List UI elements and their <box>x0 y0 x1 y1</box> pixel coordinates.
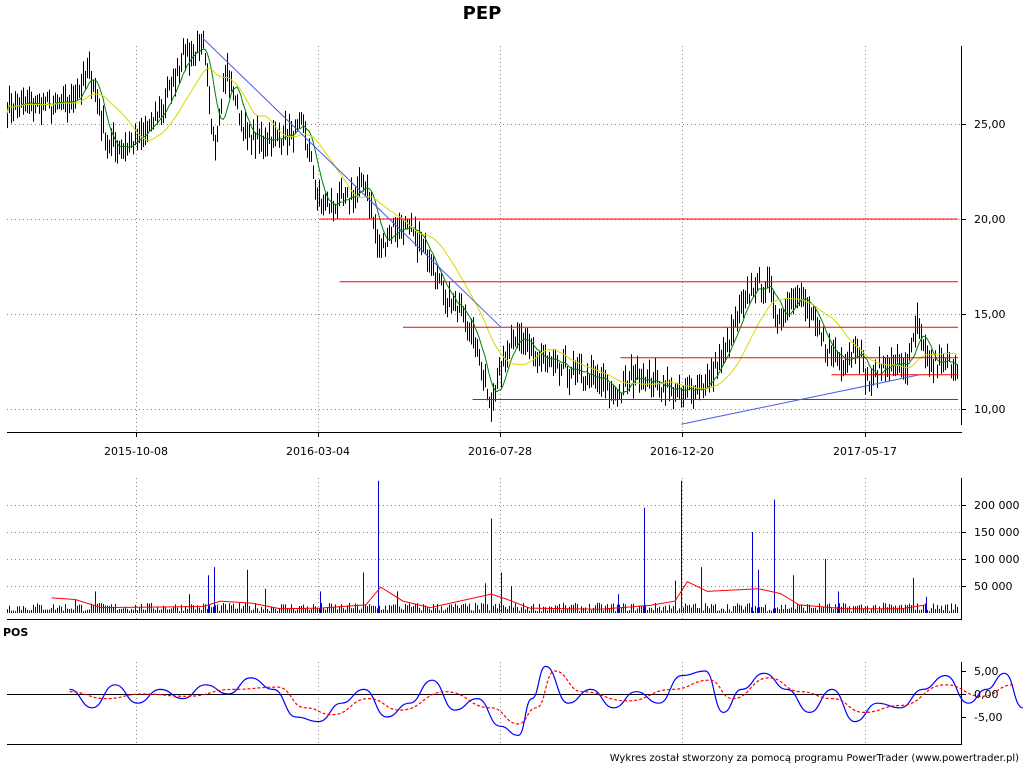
date-x-tick: 2016-03-04 <box>286 445 350 458</box>
long-moving-average-line <box>6 67 958 390</box>
price-y-tick: 15,00 <box>974 308 1006 321</box>
grid-lines <box>7 46 961 744</box>
volume-y-tick: 200 000 <box>974 499 1020 512</box>
date-x-tick: 2016-12-20 <box>650 445 714 458</box>
price-y-tick: 10,00 <box>974 403 1006 416</box>
date-x-tick: 2017-05-17 <box>833 445 897 458</box>
oscillator-panel <box>7 665 1023 737</box>
volume-y-tick: 100 000 <box>974 553 1020 566</box>
trend-line <box>202 38 502 328</box>
chart-title: PEP <box>463 3 502 24</box>
date-x-tick: 2016-07-28 <box>468 445 532 458</box>
price-y-tick: 20,00 <box>974 213 1006 226</box>
oscillator-line <box>69 665 1023 737</box>
short-moving-average-line <box>6 48 958 394</box>
volume-y-tick: 150 000 <box>974 526 1020 539</box>
volume-y-tick: 50 000 <box>974 580 1013 593</box>
oscillator-label: POS <box>3 626 28 639</box>
oscillator-y-tick: 0,00 <box>974 688 999 701</box>
price-y-tick: 25,00 <box>974 118 1006 131</box>
oscillator-y-tick: -5,00 <box>974 711 1002 724</box>
oscillator-y-tick: 5,00 <box>974 665 999 678</box>
date-x-tick: 2015-10-08 <box>104 445 168 458</box>
volume-panel <box>7 480 958 613</box>
price-panel <box>6 30 958 425</box>
volume-average-line <box>51 581 926 610</box>
footer-credit: Wykres został stworzony za pomocą progra… <box>610 753 1019 764</box>
oscillator-signal-line <box>69 670 1014 725</box>
trend-line <box>681 374 920 425</box>
